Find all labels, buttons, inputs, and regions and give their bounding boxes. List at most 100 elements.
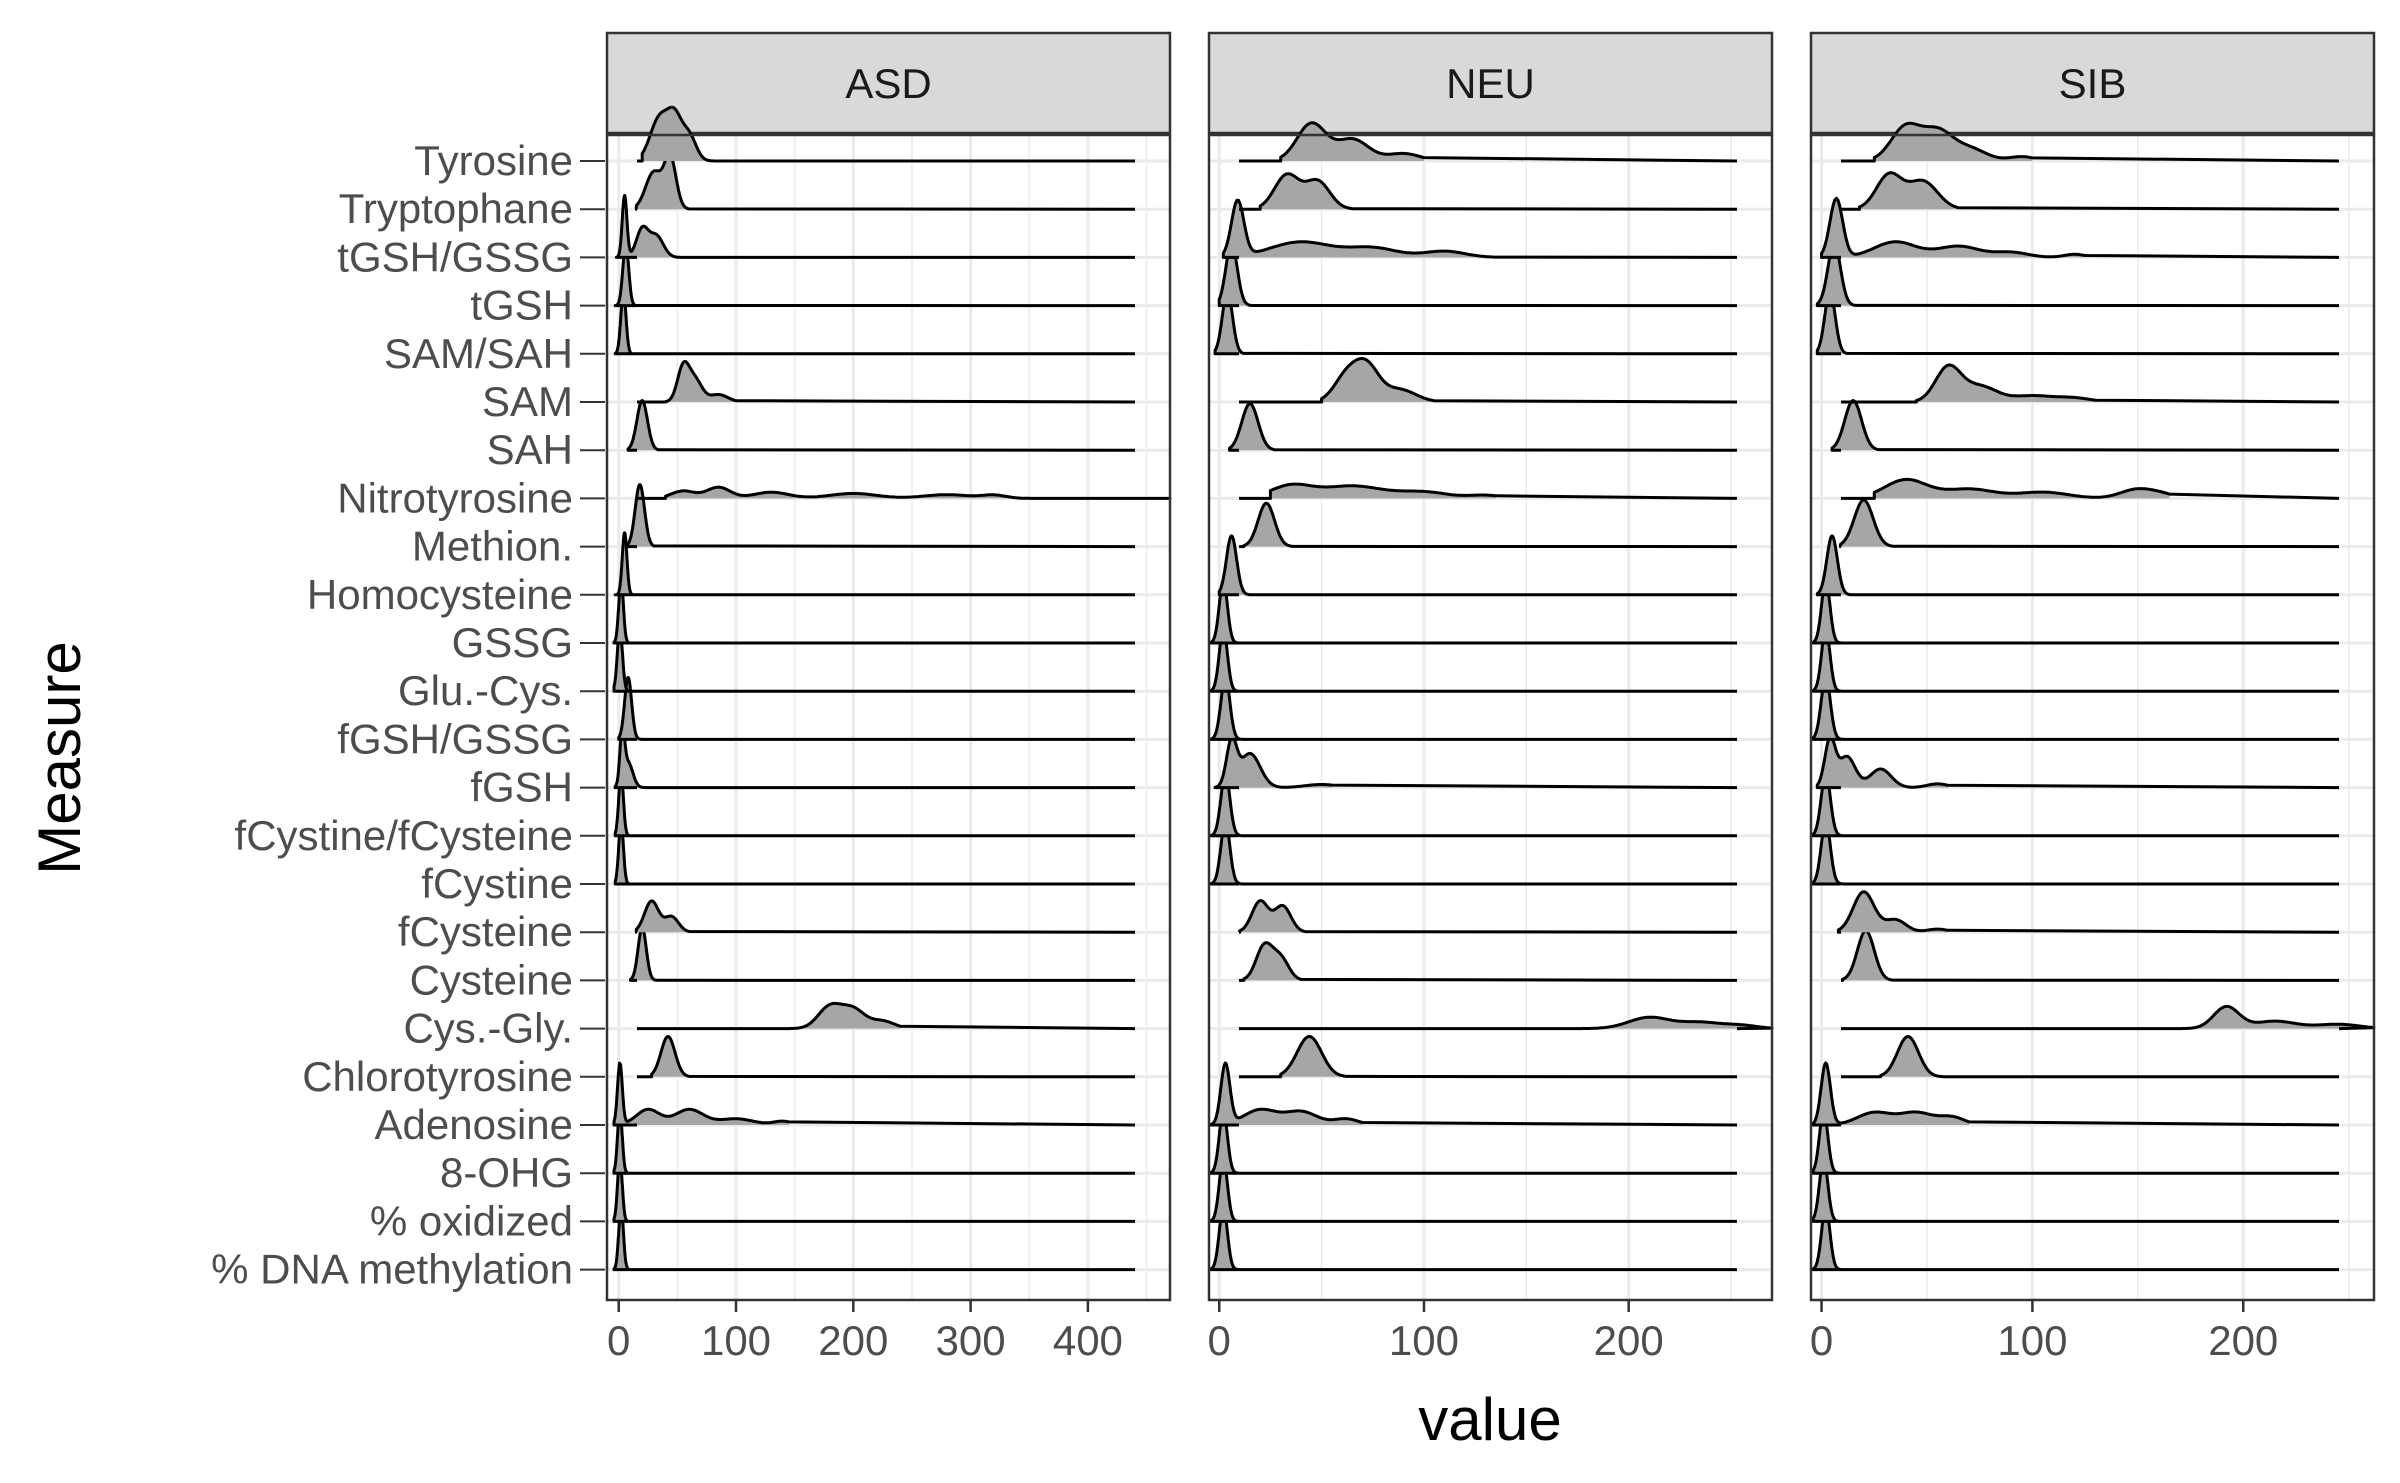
panels: ASD 0 100 200 300 400 NEU 0 100 200 SIB 0 100 200 [605,31,2376,1364]
ridge-fill [1215,737,1332,788]
x-tick-label: 400 [1053,1317,1123,1364]
ridge-line [1228,402,1738,452]
ridge-line [1811,772,2339,838]
ridge-line [1841,363,2340,404]
ridge-fill [1813,629,1843,692]
y-tick-label: Adenosine [375,1101,574,1148]
ridge-fill [1817,243,1856,306]
y-tick-label: % oxidized [370,1197,573,1244]
ridge-fill [1260,173,1353,210]
ridge-fill [651,1036,690,1077]
y-tick-label: Glu.-Cys. [398,667,573,714]
ridge-fill [1211,1159,1240,1222]
ridge-line [1217,534,1737,597]
y-tick-label: fCystine [421,860,573,907]
ridge-fill [1840,500,1894,547]
ridge-line [626,483,1136,549]
ridge-line [1239,501,1738,549]
ridge-fill [665,361,736,402]
panel-border [605,133,1172,1302]
ridge-fill [1243,942,1302,981]
ridge-line [613,724,1135,790]
ridge-line [614,193,1135,259]
facet-strip [1809,31,2376,135]
ridge-line [1239,357,1738,404]
ridge-line [637,105,1135,163]
ridge-fill [1874,123,2033,161]
ridge-line [1811,820,2339,886]
x-tick-label: 300 [936,1317,1006,1364]
ridge-fill [1280,1036,1347,1077]
y-tick-label: tGSH [470,282,573,329]
y-tick-label: Tyrosine [414,137,573,184]
ridge-fill [1874,479,2170,499]
facet-strip-label: NEU [1446,60,1535,107]
ridge-fill [1243,503,1293,547]
ridge-fill [636,153,690,210]
ridge-line [612,1157,1135,1223]
ridge-line [1811,1157,2339,1223]
ridge-line [1811,1109,2339,1175]
ridge-fill [1817,535,1854,595]
y-tick-label: Homocysteine [307,571,573,618]
ridge-line [1239,1035,1738,1079]
y-tick-label: Cys.-Gly. [403,1005,573,1052]
ridge-fill [630,927,657,981]
ridge-fill [1880,1036,1944,1077]
y-tick-label: Cysteine [410,956,573,1003]
x-tick-label: 0 [1810,1317,1833,1364]
panel-neu: NEU 0 100 200 [1207,31,1774,1364]
ridge-line [1841,477,2340,500]
y-tick-label: fGSH [470,764,573,811]
ridge-line [1841,1035,2340,1079]
y-tick-label: Methion. [412,523,573,570]
y-tick-label: fCystine/fCysteine [235,812,573,859]
ridge-line [1239,941,1738,982]
ridge-fill [1215,291,1244,354]
ridge-line [1815,534,2339,597]
y-tick-labels: TyrosineTryptophanetGSH/GSSGtGSHSAM/SAHS… [211,137,605,1293]
ridge-fill [615,243,637,306]
ridge-fill [1813,581,1843,643]
ridge-line [612,1061,1136,1127]
x-tick-label: 0 [1208,1317,1231,1364]
ridge-line [637,359,1136,404]
ridge-line [1209,1061,1738,1127]
ridge-fill [1813,1207,1843,1270]
ridge-line [1815,735,2340,790]
ridge-line [1841,121,2340,163]
ridge-line [1836,890,2340,934]
ridge-line [1239,172,1738,211]
facet-strip-label: ASD [845,60,931,107]
x-axis-title: value [1418,1386,1561,1453]
y-tick-label: Tryptophane [339,185,573,232]
ridge-fill [1859,172,1959,210]
ridge-fill [1219,535,1252,595]
ridge-fill [1817,736,1949,788]
panel-asd: ASD 0 100 200 300 400 [605,31,1172,1364]
ridge-line [634,899,1136,934]
ridge-line [1239,121,1738,163]
y-tick-label: GSSG [452,619,573,666]
x-tick-label: 100 [1997,1317,2067,1364]
ridge-line [613,531,1135,597]
facet-strip [1207,31,1774,135]
y-tick-label: SAM/SAH [384,330,573,377]
ridge-fill [615,532,636,595]
y-tick-label: Nitrotyrosine [337,474,573,521]
ridge-fill [1239,900,1306,933]
ridge-line [1239,482,1738,500]
ridge-fill [1211,1111,1240,1174]
ridge-fill [1813,1063,1970,1125]
ridge-fill [1838,891,1949,933]
y-tick-label: SAM [482,378,573,425]
ridge-fill [2116,1006,2374,1029]
x-tick-label: 100 [701,1317,771,1364]
y-tick-label: fCysteine [398,908,573,955]
ridge-line [1820,196,2340,259]
facet-strip-label: SIB [2059,60,2127,107]
ridge-line [1238,899,1738,934]
y-tick-label: tGSH/GSSG [337,233,573,280]
ridge-line [617,675,1135,741]
